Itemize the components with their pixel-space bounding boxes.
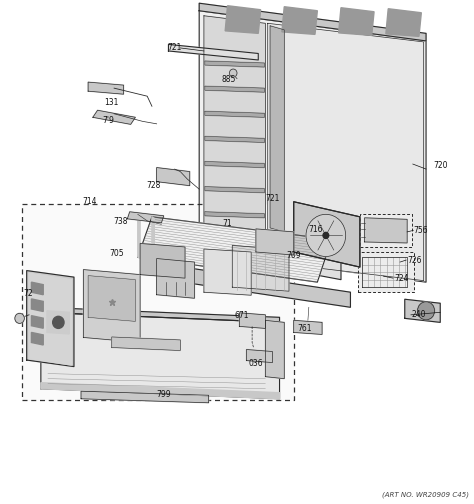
Polygon shape: [386, 9, 421, 36]
Polygon shape: [88, 276, 136, 322]
Circle shape: [15, 313, 24, 324]
Text: 705: 705: [109, 248, 124, 258]
Polygon shape: [232, 245, 289, 291]
Text: (ART NO. WR20909 C45): (ART NO. WR20909 C45): [382, 492, 469, 498]
Polygon shape: [205, 137, 264, 143]
Polygon shape: [365, 218, 407, 243]
Polygon shape: [27, 271, 74, 366]
Text: 724: 724: [394, 274, 409, 283]
Circle shape: [53, 317, 64, 329]
FancyBboxPatch shape: [357, 252, 414, 292]
Polygon shape: [156, 259, 194, 298]
Polygon shape: [29, 273, 72, 365]
Text: 671: 671: [234, 311, 249, 320]
Polygon shape: [156, 167, 190, 185]
Polygon shape: [205, 161, 264, 167]
Polygon shape: [204, 249, 251, 295]
Text: 131: 131: [105, 98, 119, 107]
Polygon shape: [31, 316, 43, 328]
Circle shape: [323, 232, 328, 238]
Polygon shape: [83, 270, 140, 343]
Polygon shape: [205, 186, 264, 193]
Circle shape: [418, 302, 435, 320]
Polygon shape: [270, 26, 284, 232]
Polygon shape: [256, 229, 294, 255]
Circle shape: [306, 214, 346, 257]
Polygon shape: [31, 333, 43, 345]
Polygon shape: [31, 299, 43, 311]
Polygon shape: [239, 313, 265, 329]
Text: 738: 738: [113, 217, 128, 226]
Text: 716: 716: [308, 225, 322, 234]
Text: 714: 714: [82, 197, 97, 206]
Text: 799: 799: [156, 390, 171, 399]
Polygon shape: [338, 8, 374, 35]
FancyBboxPatch shape: [360, 214, 412, 247]
Circle shape: [229, 69, 237, 77]
Polygon shape: [205, 111, 264, 117]
Text: 761: 761: [298, 324, 312, 333]
Text: 036: 036: [248, 359, 263, 368]
Polygon shape: [294, 202, 360, 267]
Text: 726: 726: [407, 256, 422, 265]
Polygon shape: [93, 110, 136, 124]
Text: 240: 240: [412, 310, 427, 320]
Polygon shape: [282, 7, 318, 34]
Text: 721: 721: [167, 43, 182, 52]
Polygon shape: [166, 265, 350, 307]
Polygon shape: [168, 44, 258, 60]
Polygon shape: [47, 311, 69, 334]
Polygon shape: [205, 212, 264, 218]
Polygon shape: [268, 23, 424, 281]
Polygon shape: [152, 217, 155, 259]
Polygon shape: [41, 312, 280, 399]
Polygon shape: [405, 299, 440, 323]
Polygon shape: [41, 383, 280, 399]
Text: 72: 72: [23, 289, 33, 298]
Polygon shape: [265, 321, 284, 379]
Bar: [22, 204, 294, 400]
Polygon shape: [88, 82, 124, 94]
Polygon shape: [204, 16, 265, 232]
Polygon shape: [199, 11, 426, 282]
Polygon shape: [81, 391, 209, 403]
Text: 756: 756: [414, 226, 428, 235]
Polygon shape: [138, 217, 331, 282]
Polygon shape: [205, 61, 264, 67]
Polygon shape: [294, 321, 322, 335]
Text: 720: 720: [434, 161, 448, 170]
Text: 709: 709: [286, 250, 301, 260]
Text: 885: 885: [222, 75, 236, 84]
Text: 7'9: 7'9: [102, 116, 114, 125]
Polygon shape: [138, 217, 140, 259]
Text: 71: 71: [222, 219, 231, 228]
Polygon shape: [31, 282, 43, 295]
Polygon shape: [199, 3, 426, 41]
Text: 721: 721: [265, 194, 280, 203]
Polygon shape: [225, 6, 261, 33]
Polygon shape: [246, 349, 273, 362]
Text: 728: 728: [146, 181, 161, 190]
Polygon shape: [41, 307, 280, 323]
Polygon shape: [112, 337, 180, 350]
Polygon shape: [128, 212, 164, 223]
Polygon shape: [205, 86, 264, 92]
Polygon shape: [140, 243, 185, 278]
Polygon shape: [180, 227, 341, 280]
